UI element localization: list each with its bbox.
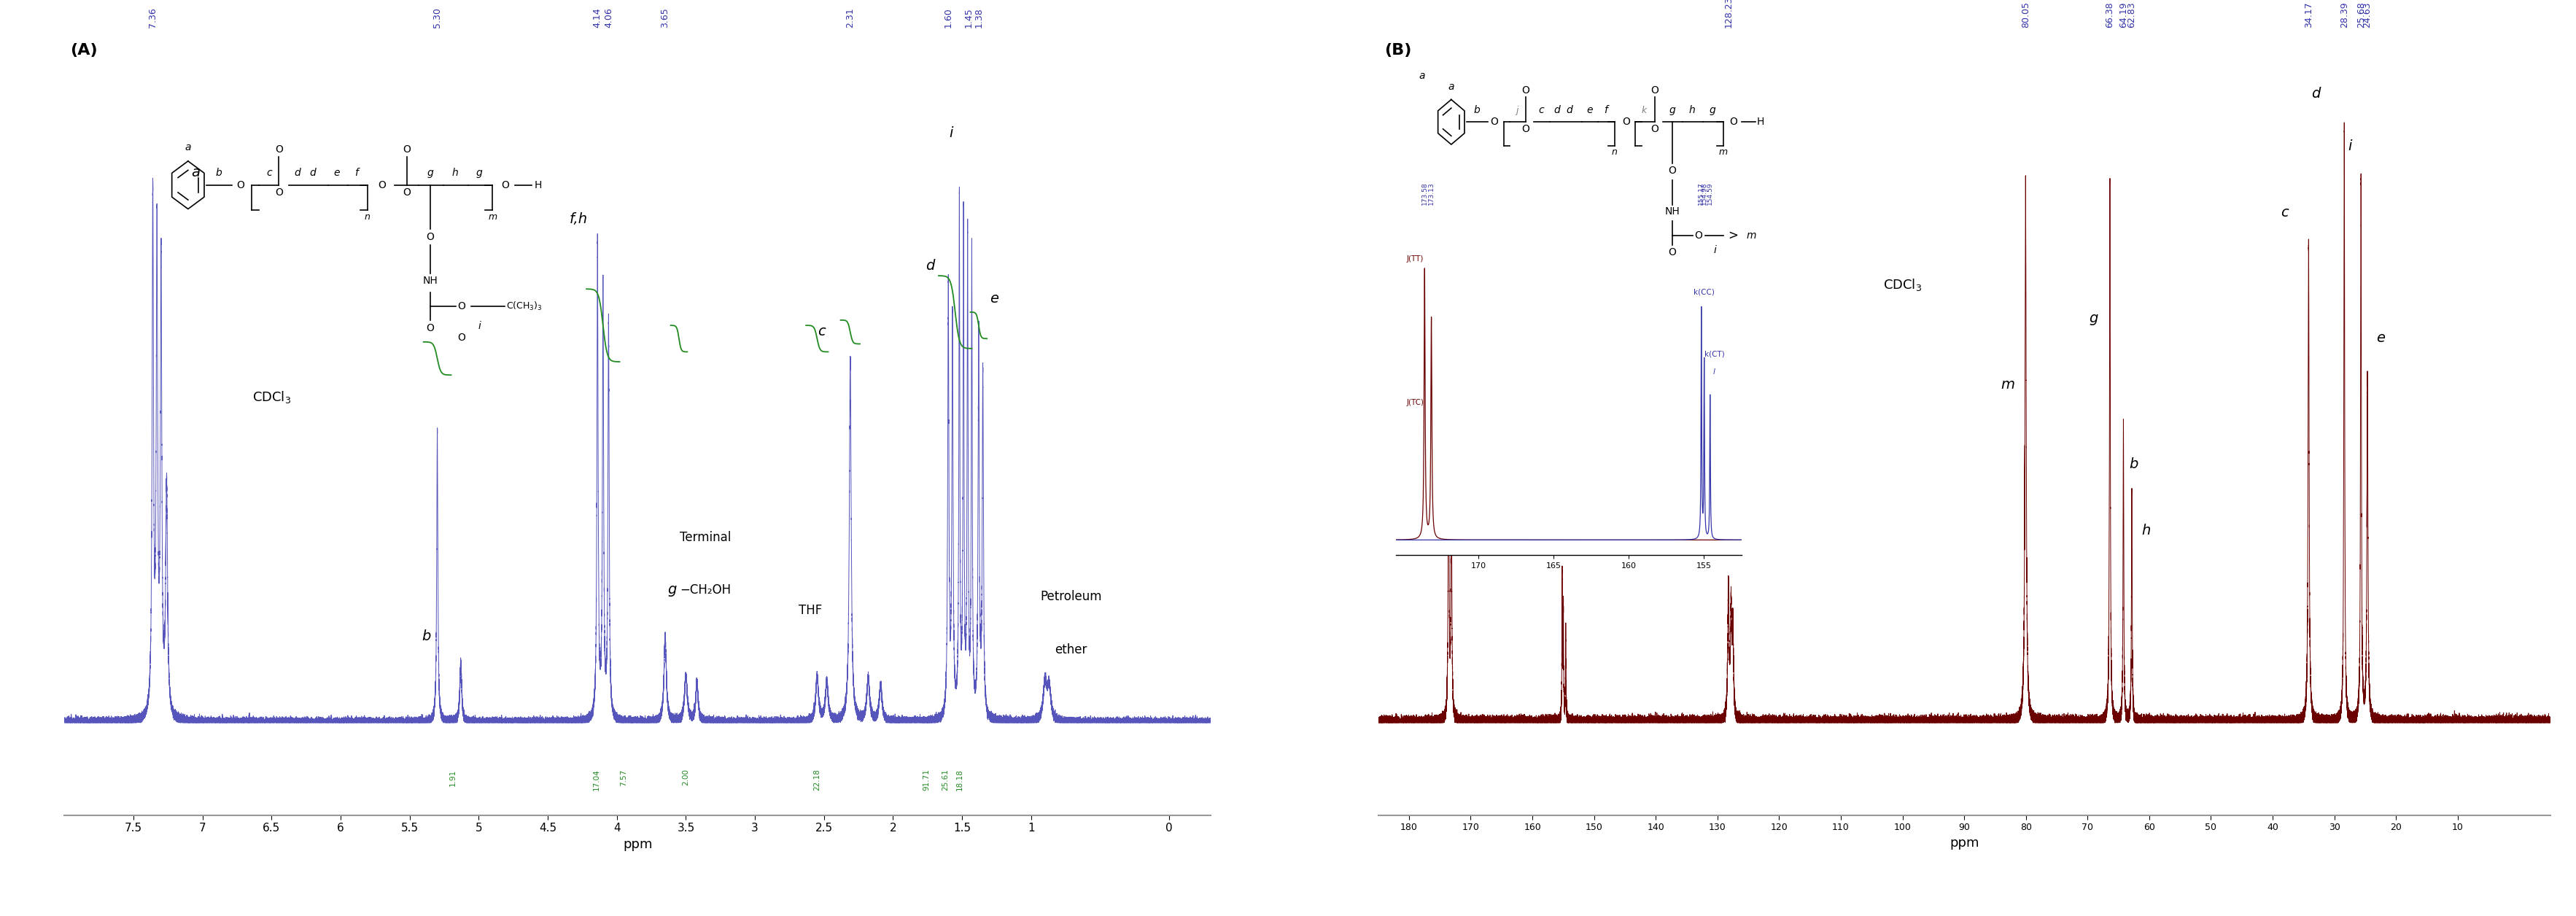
Text: i: i bbox=[2347, 139, 2352, 153]
Text: c: c bbox=[2282, 205, 2290, 220]
Text: (B): (B) bbox=[1383, 43, 1412, 58]
Text: d: d bbox=[2311, 86, 2321, 100]
Text: m: m bbox=[2002, 377, 2014, 391]
Text: c: c bbox=[817, 325, 824, 339]
Text: 62.83: 62.83 bbox=[2128, 2, 2136, 27]
Text: 7.57: 7.57 bbox=[621, 769, 629, 786]
Text: Terminal: Terminal bbox=[680, 530, 732, 544]
Text: (A): (A) bbox=[70, 43, 98, 58]
Text: a: a bbox=[1419, 71, 1425, 81]
Text: 4.14: 4.14 bbox=[592, 7, 603, 27]
Text: b: b bbox=[422, 629, 430, 643]
Text: 1.38: 1.38 bbox=[974, 7, 984, 27]
Text: k,l: k,l bbox=[1525, 510, 1540, 524]
Text: 7.36: 7.36 bbox=[147, 7, 157, 27]
Text: 91.71: 91.71 bbox=[922, 769, 930, 791]
Text: f,h: f,h bbox=[569, 213, 587, 226]
Text: 17.04: 17.04 bbox=[592, 769, 600, 791]
Text: 2.00: 2.00 bbox=[683, 769, 690, 786]
Text: g: g bbox=[667, 583, 677, 597]
Text: d: d bbox=[925, 258, 935, 272]
Text: THF: THF bbox=[799, 604, 822, 616]
Text: i: i bbox=[948, 126, 953, 140]
Text: g: g bbox=[2089, 311, 2099, 325]
Text: a: a bbox=[191, 166, 201, 180]
Text: 25.61: 25.61 bbox=[943, 769, 948, 791]
Text: 1.60: 1.60 bbox=[943, 7, 953, 27]
Text: 1.91: 1.91 bbox=[448, 769, 456, 786]
Text: 18.18: 18.18 bbox=[956, 769, 963, 791]
Text: e: e bbox=[989, 291, 999, 306]
Text: 22.18: 22.18 bbox=[814, 769, 822, 791]
Text: 128.23: 128.23 bbox=[1723, 0, 1734, 27]
Text: 80.05: 80.05 bbox=[2020, 1, 2030, 27]
Text: 5.30: 5.30 bbox=[433, 7, 443, 27]
Text: 3.65: 3.65 bbox=[659, 7, 670, 27]
Text: 24.63: 24.63 bbox=[2362, 2, 2372, 27]
Text: b: b bbox=[2130, 457, 2138, 471]
Text: a: a bbox=[1708, 537, 1716, 551]
X-axis label: ppm: ppm bbox=[623, 838, 652, 851]
Text: 34.17: 34.17 bbox=[2303, 2, 2313, 27]
Text: 28.39: 28.39 bbox=[2339, 2, 2349, 27]
Text: ether: ether bbox=[1056, 643, 1087, 657]
Text: −CH₂OH: −CH₂OH bbox=[680, 583, 732, 597]
Text: 2.31: 2.31 bbox=[845, 7, 855, 27]
Text: 25.68: 25.68 bbox=[2357, 2, 2365, 27]
X-axis label: ppm: ppm bbox=[1950, 836, 1978, 849]
Text: 64.19: 64.19 bbox=[2117, 2, 2128, 27]
Text: e: e bbox=[2375, 332, 2385, 345]
Text: Petroleum: Petroleum bbox=[1041, 590, 1103, 604]
Text: j: j bbox=[1419, 311, 1425, 325]
Text: 66.38: 66.38 bbox=[2105, 2, 2115, 27]
Text: CDCl$_3$: CDCl$_3$ bbox=[252, 389, 291, 405]
Text: 1.45: 1.45 bbox=[963, 7, 974, 27]
Text: CDCl$_3$: CDCl$_3$ bbox=[1883, 277, 1922, 292]
Text: h: h bbox=[2141, 523, 2151, 537]
Text: 4.06: 4.06 bbox=[603, 7, 613, 27]
